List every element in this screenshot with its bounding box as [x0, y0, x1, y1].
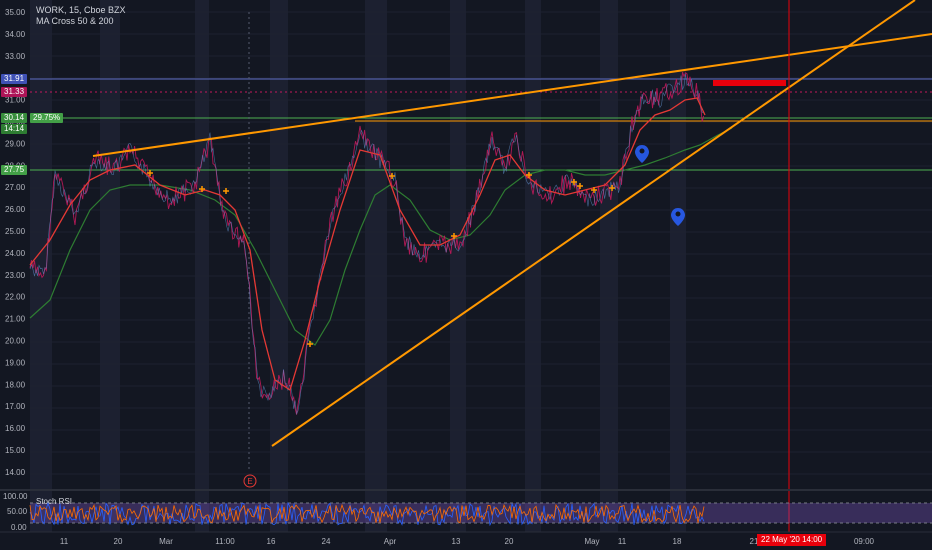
price-tick: 29.00 — [5, 139, 26, 148]
price-tick: 22.00 — [5, 293, 26, 302]
time-tick: 21 — [750, 537, 759, 546]
rsi-d-line — [29, 503, 705, 524]
time-tick: Apr — [384, 537, 397, 546]
rsi-k-line — [29, 501, 705, 527]
chart-legend[interactable]: WORK, 15, Cboe BZX MA Cross 50 & 200 — [36, 5, 126, 27]
time-tick: 20 — [505, 537, 514, 546]
rsi-tick: 50.00 — [7, 507, 28, 516]
trendline-lower[interactable] — [271, 0, 916, 447]
price-tick: 16.00 — [5, 424, 26, 433]
cross-marker-icon — [199, 186, 205, 192]
price-tick: 27.00 — [5, 183, 26, 192]
cross-marker-icon — [591, 187, 597, 193]
price-tag-31-91: 31.91 — [1, 74, 28, 84]
price-tick: 34.00 — [5, 30, 26, 39]
price-tag-time: 14:14 — [1, 124, 28, 134]
time-tick: 18 — [673, 537, 682, 546]
price-tick: 14.00 — [5, 468, 26, 477]
price-tick: 35.00 — [5, 8, 26, 17]
price-tick: 23.00 — [5, 271, 26, 280]
price-tick: 24.00 — [5, 249, 26, 258]
price-tick: 18.00 — [5, 380, 26, 389]
cursor-date-label: 22 May '20 14:00 — [757, 534, 827, 546]
rsi-title[interactable]: Stoch RSI — [36, 497, 73, 506]
cross-marker-icon — [577, 183, 583, 189]
price-series-wicks — [29, 73, 704, 415]
price-axis[interactable]: 35.0034.0033.0032.0031.0030.0029.0028.00… — [5, 8, 26, 477]
price-tag-31-33: 31.33 — [1, 87, 28, 97]
indicator-title[interactable]: MA Cross 50 & 200 — [36, 16, 114, 26]
price-tick: 15.00 — [5, 446, 26, 455]
cross-marker-icon — [223, 188, 229, 194]
time-tick: 11:00 — [215, 537, 235, 546]
time-tick: May — [584, 537, 599, 546]
time-tick: 16 — [267, 537, 276, 546]
price-tag-percent: 29.75% — [30, 113, 64, 123]
price-tick: 33.00 — [5, 52, 26, 61]
time-axis[interactable]: 11 20 Mar 11:00 16 24 Apr 13 20 May 11 1… — [60, 537, 875, 546]
rsi-tick: 100.00 — [3, 492, 28, 501]
time-tick: 13 — [452, 537, 461, 546]
grid — [30, 11, 932, 475]
price-tick: 20.00 — [5, 337, 26, 346]
earnings-badge[interactable]: E — [243, 474, 257, 488]
ma50-line — [29, 97, 706, 392]
cross-marker-icon — [451, 233, 457, 239]
rsi-axis: 100.00 50.00 0.00 — [3, 492, 28, 532]
cross-marker-icon — [307, 341, 313, 347]
time-tick: 20 — [114, 537, 123, 546]
cross-marker-icon — [389, 173, 395, 179]
location-pin-icon[interactable] — [671, 208, 685, 226]
price-tick: 17.00 — [5, 402, 26, 411]
location-pin-icon[interactable] — [635, 145, 649, 163]
ma-cross-markers — [147, 170, 615, 347]
cross-marker-icon — [571, 179, 577, 185]
earnings-letter: E — [247, 477, 252, 486]
price-tag-30-14: 30.14 — [1, 113, 28, 123]
time-tick: 11 — [618, 537, 627, 546]
price-tick: 31.00 — [5, 96, 26, 105]
target-box[interactable] — [713, 80, 786, 86]
price-tick: 25.00 — [5, 227, 26, 236]
time-tick: Mar — [159, 537, 173, 546]
price-tag-27-75: 27.75 — [1, 165, 28, 175]
price-series — [29, 72, 705, 415]
time-tick: 11 — [60, 537, 69, 546]
price-tick: 26.00 — [5, 205, 26, 214]
rsi-tick: 0.00 — [11, 523, 27, 532]
cross-marker-icon — [609, 185, 615, 191]
cross-marker-icon — [526, 172, 532, 178]
trendline-upper[interactable] — [92, 33, 932, 157]
time-tick: 09:00 — [854, 537, 875, 546]
symbol-title[interactable]: WORK, 15, Cboe BZX — [36, 5, 126, 15]
price-tick: 19.00 — [5, 358, 26, 367]
cross-marker-icon — [147, 170, 153, 176]
price-tick: 21.00 — [5, 315, 26, 324]
time-tick: 24 — [322, 537, 331, 546]
